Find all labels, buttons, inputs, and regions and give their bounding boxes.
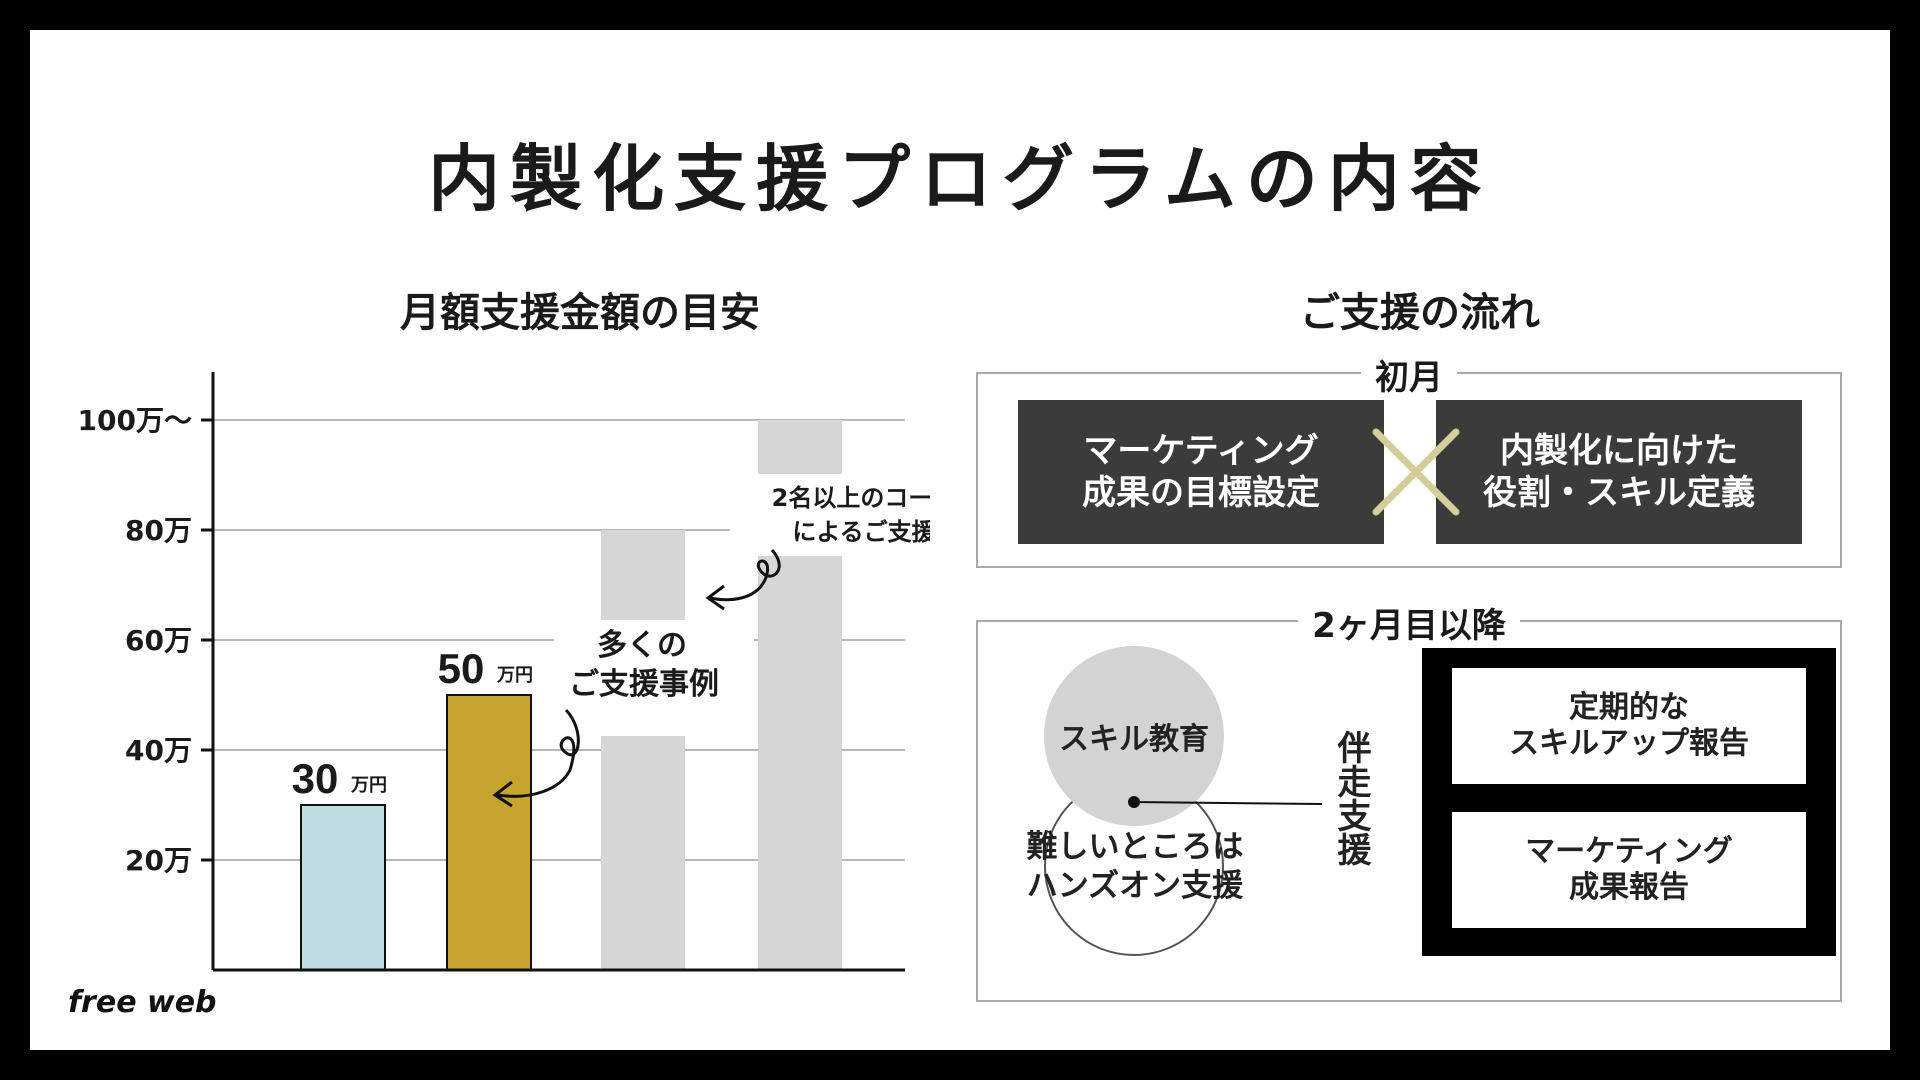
arrow-head-80 [705, 584, 725, 611]
goal-setting-box: マーケティング 成果の目標設定 [1018, 400, 1384, 544]
bar-value-label: 50 [438, 645, 485, 692]
role-definition-box: 内製化に向けた 役割・スキル定義 [1436, 400, 1802, 544]
annotation-bg-many-cases [554, 620, 754, 736]
skillup-report-box: 定期的な スキルアップ報告 [1450, 666, 1808, 786]
y-tick-label: 100万〜 [78, 404, 192, 437]
bar-value-label: 30 [292, 755, 339, 802]
page-title: 内製化支援プログラムの内容 [428, 136, 1492, 221]
chart-bar-labels: 30 万円 50 万円 [292, 645, 533, 802]
bar-chart: 20万 40万 60万 80万 100万〜 30 万円 50 万円 多くの ご支援事例 2名以… [78, 372, 930, 972]
phase2-label: 2ヶ月目以降 [1298, 606, 1520, 646]
y-tick-label: 60万 [125, 624, 192, 657]
annotation-many-cases-line2: ご支援事例 [569, 667, 719, 702]
bar-unit-label: 万円 [496, 665, 533, 686]
accompany-connector [1128, 796, 1323, 808]
chart-section-title: 月額支援金額の目安 [400, 290, 760, 336]
arrow-head-50 [492, 780, 513, 808]
y-tick-label: 80万 [125, 514, 192, 547]
phase1-label: 初月 [1361, 358, 1457, 398]
bar [601, 530, 685, 970]
brand-logo: free web [68, 985, 217, 1020]
y-tick-label: 40万 [125, 734, 192, 767]
chart-y-ticks: 20万 40万 60万 80万 100万〜 [78, 404, 213, 877]
bar [300, 804, 386, 971]
phase1-box: 初月 マーケティング 成果の目標設定 内製化に向けた 役割・スキル定義 [976, 358, 1842, 568]
accompany-support-label: 伴走支援 [1331, 730, 1371, 866]
bar [446, 694, 532, 971]
annotation-many-cases-line1: 多くの [597, 628, 687, 663]
bar-unit-label: 万円 [350, 775, 387, 796]
slide: 内製化支援プログラムの内容 月額支援金額の目安 ご支援の流れ 20万 40万 60万… [30, 30, 1890, 1050]
marketing-report-box: マーケティング 成果報告 [1450, 810, 1808, 930]
skill-education-label: スキル教育 [1059, 722, 1209, 757]
report-frame: 定期的な スキルアップ報告 マーケティング 成果報告 [1422, 648, 1836, 956]
annotation-bg-multi-coach [730, 474, 930, 556]
handson-support-label: 難しいところは ハンズオン支援 [1026, 829, 1244, 904]
y-tick-label: 20万 [125, 844, 192, 877]
arrow-to-50-bar [497, 708, 580, 798]
phase2-box: 2ヶ月目以降 スキル教育 難しいところは ハンズオン支援 伴走支援 定期的な ス… [976, 606, 1842, 1002]
cross-icon [1372, 428, 1460, 516]
phase1-label-wrap: 初月 [978, 350, 1840, 399]
annotation-multi-coach-line2: によるご支援 [792, 518, 930, 546]
arrow-to-80-bar [709, 548, 781, 602]
flow-section-title: ご支援の流れ [1300, 290, 1540, 336]
phase2-label-wrap: 2ヶ月目以降 [978, 598, 1840, 647]
annotation-multi-coach-line1: 2名以上のコーチ [772, 484, 930, 512]
